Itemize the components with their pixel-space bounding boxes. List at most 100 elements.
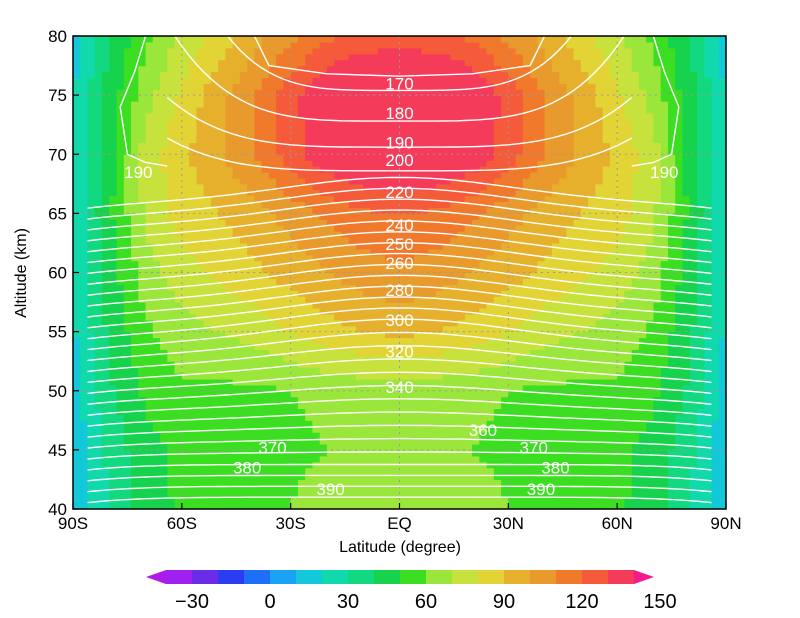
field-cell [718, 207, 726, 214]
field-cell [254, 361, 263, 368]
field-cell [667, 443, 676, 451]
field-cell [530, 272, 538, 280]
field-cell [145, 272, 154, 280]
field-cell [653, 325, 662, 333]
field-cell [297, 467, 306, 475]
field-cell [472, 325, 480, 333]
field-cell [414, 396, 422, 404]
field-cell [334, 443, 343, 451]
field-cell [682, 237, 691, 244]
field-cell [261, 254, 270, 262]
field-cell [660, 296, 669, 303]
field-cell [501, 479, 509, 486]
field-cell [102, 414, 110, 421]
field-cell [348, 242, 357, 250]
field-cell [152, 266, 161, 274]
field-cell [464, 307, 473, 315]
field-cell [174, 213, 183, 220]
field-cell [283, 278, 292, 285]
field-cell [102, 384, 110, 392]
field-cell [631, 414, 640, 421]
field-cell [457, 367, 466, 374]
field-cell [689, 189, 698, 197]
field-cell [384, 331, 393, 339]
field-cell [689, 491, 698, 498]
field-cell [515, 325, 524, 333]
field-cell [283, 307, 292, 315]
field-cell [167, 189, 176, 197]
field-cell [660, 461, 669, 469]
field-cell [116, 461, 125, 469]
field-cell [355, 207, 364, 214]
field-cell [123, 284, 132, 291]
field-cell [580, 296, 589, 303]
field-cell [189, 497, 197, 504]
field-cell [131, 183, 139, 191]
field-cell [486, 284, 495, 291]
field-cell [515, 414, 524, 421]
field-cell [210, 384, 219, 392]
field-cell [689, 479, 698, 486]
field-cell [225, 420, 234, 427]
field-cell [667, 272, 676, 280]
field-cell [297, 248, 306, 256]
field-cell [457, 438, 466, 445]
field-cell [646, 319, 655, 327]
field-cell [501, 485, 509, 492]
field-cell [486, 319, 495, 327]
field-cell [312, 290, 321, 297]
field-cell [544, 479, 553, 486]
field-cell [704, 355, 713, 362]
field-cell [464, 325, 473, 333]
field-cell [247, 207, 255, 214]
field-cell [551, 260, 560, 268]
field-cell [138, 278, 147, 285]
field-cell [566, 313, 575, 321]
field-cell [522, 189, 531, 197]
field-cell [181, 302, 190, 309]
field-cell [73, 313, 81, 321]
field-cell [87, 485, 96, 492]
field-cell [602, 378, 611, 386]
field-cell [595, 319, 604, 327]
field-cell [189, 237, 197, 244]
field-cell [116, 414, 125, 421]
field-cell [573, 497, 582, 504]
field-cell [544, 225, 553, 232]
field-cell [660, 237, 669, 244]
field-cell [588, 384, 596, 392]
field-cell [435, 254, 444, 262]
field-cell [435, 473, 444, 481]
field-cell [109, 337, 118, 345]
field-cell [319, 491, 328, 498]
field-cell [363, 266, 372, 274]
field-cell [174, 367, 183, 374]
field-cell [573, 355, 582, 362]
field-cell [667, 302, 676, 309]
field-cell [559, 242, 567, 250]
field-cell [297, 473, 306, 481]
field-cell [638, 266, 647, 274]
field-cell [87, 201, 96, 209]
field-cell [290, 443, 299, 451]
field-cell [551, 325, 560, 333]
field-cell [341, 390, 350, 398]
field-cell [537, 473, 546, 481]
field-cell [522, 443, 531, 451]
field-cell [174, 378, 183, 386]
field-cell [530, 237, 538, 244]
field-cell [428, 432, 437, 439]
field-cell [464, 408, 473, 415]
field-cell [181, 361, 190, 368]
field-cell [501, 201, 509, 209]
field-cell [464, 355, 473, 362]
field-cell [123, 242, 132, 250]
field-cell [312, 408, 321, 415]
field-cell [377, 213, 386, 220]
field-cell [305, 367, 314, 374]
field-cell [196, 343, 205, 350]
field-cell [355, 189, 364, 197]
field-cell [689, 207, 698, 214]
field-cell [718, 402, 726, 410]
field-cell [646, 443, 655, 451]
